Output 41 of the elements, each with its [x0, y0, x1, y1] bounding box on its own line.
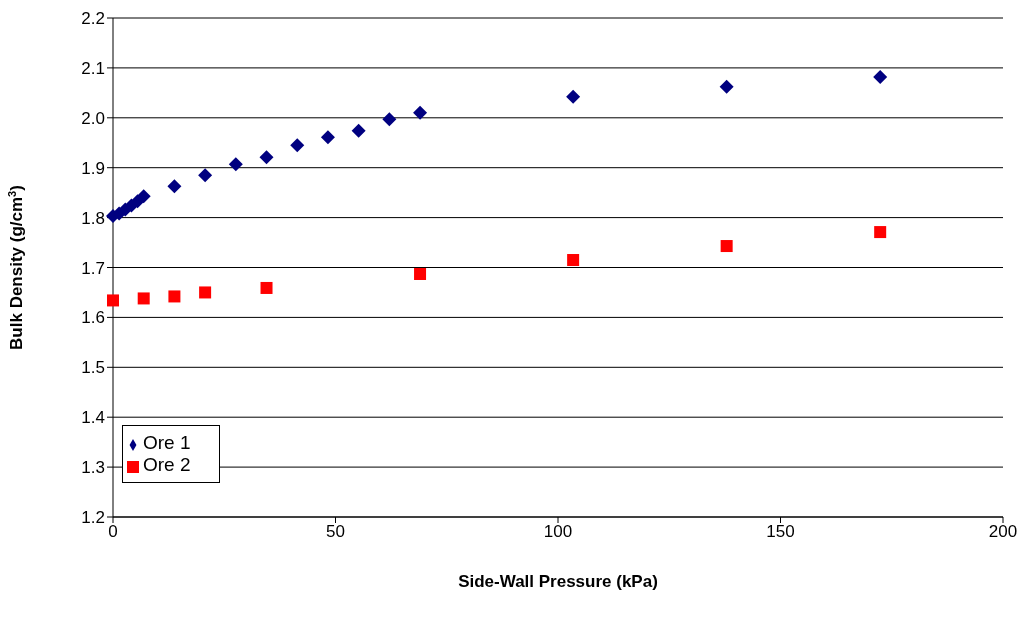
point — [107, 294, 119, 307]
point — [228, 157, 243, 172]
y-tick-label: 1.6 — [81, 308, 105, 328]
y-tick-label: 1.8 — [81, 208, 105, 228]
point — [136, 189, 151, 204]
point — [199, 286, 212, 299]
y-tick-label: 1.9 — [81, 158, 105, 178]
y-tick-label: 1.7 — [81, 258, 105, 278]
x-tick-label: 100 — [543, 522, 573, 542]
point — [719, 79, 734, 94]
point — [567, 254, 580, 267]
point — [351, 123, 366, 138]
y-tick-label: 1.3 — [81, 458, 105, 478]
legend-label: Ore 1 — [143, 432, 191, 453]
x-tick-label: 150 — [766, 522, 795, 542]
point — [320, 130, 335, 145]
y-tick-label: 1.5 — [81, 358, 105, 378]
y-tick-label: 2.0 — [81, 108, 105, 128]
point — [198, 168, 213, 183]
point — [168, 290, 181, 303]
point — [874, 226, 887, 239]
x-tick-label: 0 — [108, 522, 118, 542]
x-tick-label: 50 — [326, 522, 345, 542]
y-tick-label: 2.1 — [81, 58, 105, 78]
point — [167, 179, 182, 194]
point — [260, 281, 273, 294]
y-tick-label: 1.4 — [81, 408, 105, 428]
legend-label: Ore 2 — [143, 454, 191, 475]
point — [720, 240, 733, 253]
y-tick-label: 2.2 — [81, 9, 105, 29]
point — [382, 112, 397, 127]
point — [873, 69, 888, 84]
y-tick-label: 1.2 — [81, 508, 105, 528]
point — [259, 150, 274, 165]
point — [414, 267, 427, 280]
point — [137, 292, 150, 305]
point — [566, 89, 581, 104]
x-tick-label: 200 — [988, 522, 1018, 542]
point — [413, 105, 428, 120]
point — [290, 138, 305, 153]
x-axis-title: Side-Wall Pressure (kPa) — [458, 572, 658, 591]
